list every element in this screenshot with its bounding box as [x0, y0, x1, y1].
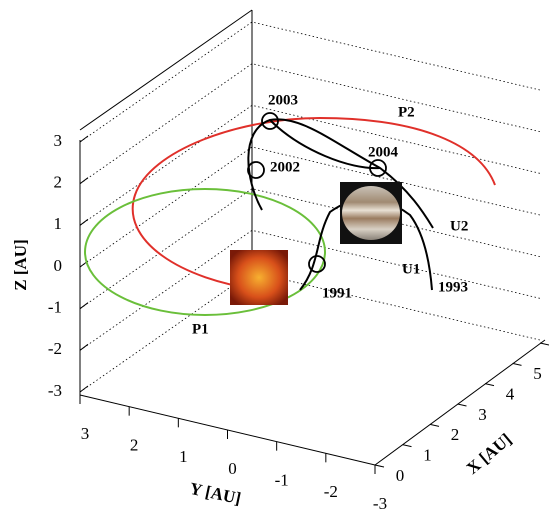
- x-tick-label: 2: [451, 425, 460, 444]
- y-tick-label: -3: [373, 494, 387, 513]
- x-axis-label: X [AU]: [463, 430, 515, 478]
- z-tick-label: -3: [48, 381, 62, 400]
- x-tick: [539, 342, 549, 346]
- z-axis-label: Z [AU]: [11, 239, 30, 290]
- x-tick-label: 4: [506, 385, 515, 404]
- x-tick-label: 0: [396, 466, 405, 485]
- x-tick: [429, 423, 440, 427]
- grid-line: [79, 146, 541, 268]
- epoch-markers: [247, 112, 387, 273]
- y-tick-label: 1: [179, 447, 188, 466]
- x-tick: [512, 362, 522, 366]
- y-tick-label: -2: [324, 482, 338, 501]
- z-tick-label: -2: [48, 339, 62, 358]
- z-tick-label: 0: [54, 256, 63, 275]
- orbit-label: U1: [402, 261, 420, 277]
- x-tick: [374, 464, 385, 468]
- orbit-label: P2: [398, 104, 415, 120]
- year-label: 1991: [322, 285, 352, 301]
- z-tick-label: 2: [54, 173, 63, 192]
- grid-line: [79, 188, 541, 309]
- y-tick-label: -1: [275, 471, 289, 490]
- y-tick-label: 3: [81, 424, 90, 443]
- year-label: 1993: [438, 279, 468, 295]
- grid-line: [79, 104, 541, 226]
- orbit-label: U2: [450, 218, 468, 234]
- grid-line: [79, 271, 541, 393]
- sun-image: [230, 250, 288, 305]
- year-label: 2004: [368, 144, 399, 160]
- jupiter-image: [342, 186, 400, 240]
- x-tick-label: 3: [478, 405, 487, 424]
- axes-frame: [79, 9, 546, 466]
- x-tick: [457, 403, 467, 407]
- y-tick-label: 2: [130, 436, 139, 455]
- x-tick-label: 1: [423, 446, 432, 465]
- x-tick: [484, 383, 495, 387]
- orbit-p1: [84, 188, 326, 316]
- orbits: [84, 116, 496, 316]
- z-tick-label: 1: [54, 214, 63, 233]
- orbit-p2: [131, 116, 496, 291]
- z-tick-label: 3: [54, 131, 63, 150]
- y-axis-label: Y [AU]: [188, 479, 243, 508]
- z-tick-label: -1: [48, 298, 62, 317]
- year-label: 2002: [270, 159, 300, 175]
- x-tick: [402, 444, 412, 448]
- grid-line: [79, 229, 541, 351]
- orbit-label: P1: [192, 321, 209, 337]
- x-tick-label: 5: [533, 364, 542, 383]
- track-u2: [247, 118, 434, 229]
- year-label: 2003: [268, 92, 298, 108]
- y-tick-label: 0: [228, 459, 237, 478]
